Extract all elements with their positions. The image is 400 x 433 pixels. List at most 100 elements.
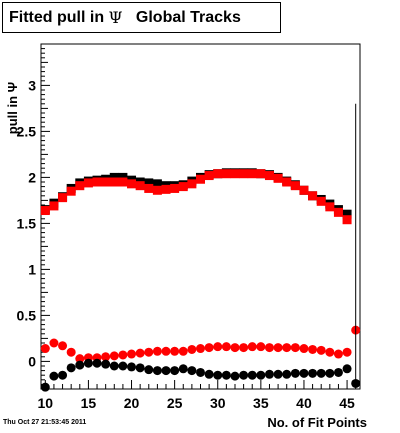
data-point-square <box>264 171 274 181</box>
data-point-circle <box>49 338 59 348</box>
data-point-circle <box>66 363 76 373</box>
data-point-circle <box>239 343 249 353</box>
x-tick-label: 10 <box>38 395 54 411</box>
data-point-circle <box>127 362 137 372</box>
data-point-circle <box>101 359 111 369</box>
data-point-square <box>196 174 205 184</box>
data-point-circle <box>256 370 266 380</box>
data-point-circle <box>204 369 214 379</box>
data-point-circle <box>273 369 283 379</box>
data-point-circle <box>118 350 128 360</box>
y-axis-title: pull in Ψ <box>5 82 20 134</box>
data-point-circle <box>152 346 162 356</box>
data-point-circle <box>316 368 326 378</box>
data-point-circle <box>239 370 249 380</box>
data-point-circle <box>101 352 111 362</box>
data-point-square <box>273 173 283 183</box>
data-point-square <box>144 183 154 193</box>
data-point-circle <box>247 342 257 352</box>
data-point-square <box>290 181 300 191</box>
data-point-circle <box>273 343 283 353</box>
data-point-circle <box>299 344 309 354</box>
data-point-square <box>170 183 180 193</box>
chart-title-suffix: Global Tracks <box>122 8 241 26</box>
x-axis-title: No. of Fit Points <box>267 415 367 430</box>
y-tick-label: 2 <box>28 169 36 185</box>
y-tick-label: 2.5 <box>17 123 37 139</box>
data-point-square <box>187 179 197 189</box>
data-point-circle <box>170 346 180 356</box>
chart-title: Fitted pull in Ψ Global Tracks <box>2 2 281 33</box>
data-point-square <box>256 169 266 179</box>
data-point-square <box>342 209 352 219</box>
data-point-circle <box>213 342 223 352</box>
data-point-square <box>152 179 162 189</box>
data-point-square <box>325 202 335 212</box>
data-point-square <box>247 169 257 179</box>
data-point-circle <box>75 354 85 364</box>
data-point-circle <box>161 346 171 356</box>
data-point-square <box>230 169 240 179</box>
data-point-circle <box>144 347 154 357</box>
x-tick-label: 35 <box>253 395 269 411</box>
data-point-circle <box>308 368 318 378</box>
data-point-circle <box>152 366 162 376</box>
data-point-circle <box>230 371 240 381</box>
data-point-circle <box>196 344 205 354</box>
data-point-square <box>204 171 214 181</box>
data-point-square <box>299 185 309 195</box>
chart-title-prefix: Fitted pull in <box>9 8 109 26</box>
data-point-circle <box>92 358 102 368</box>
data-point-square <box>221 169 231 179</box>
data-point-square <box>308 191 318 201</box>
data-point-square <box>40 206 50 216</box>
data-point-circle <box>40 344 50 354</box>
data-point-square <box>333 207 343 217</box>
data-point-square <box>144 178 154 188</box>
data-point-circle <box>187 366 197 376</box>
data-point-circle <box>109 351 119 361</box>
data-point-circle <box>290 343 300 353</box>
data-point-square <box>178 182 188 192</box>
y-tick-label: 0 <box>28 353 36 369</box>
data-point-square <box>342 215 352 225</box>
data-point-circle <box>135 363 145 373</box>
data-point-circle <box>333 367 343 377</box>
data-point-circle <box>290 368 300 378</box>
data-point-circle <box>221 370 231 380</box>
data-point-circle <box>58 370 68 380</box>
data-point-square <box>49 201 59 211</box>
data-point-circle <box>178 364 188 374</box>
x-tick-label: 20 <box>124 395 140 411</box>
data-point-square <box>83 178 93 188</box>
data-point-circle <box>170 366 180 376</box>
data-point-circle <box>135 348 145 358</box>
data-point-circle <box>66 347 76 357</box>
data-point-circle <box>282 343 292 353</box>
data-point-circle <box>333 349 343 359</box>
data-point-circle <box>264 369 274 379</box>
x-tick-label: 45 <box>339 395 355 411</box>
x-tick-label: 25 <box>167 395 183 411</box>
x-tick-label: 40 <box>296 395 312 411</box>
data-point-square <box>152 185 162 195</box>
plot-frame <box>40 43 361 390</box>
data-point-circle <box>221 342 231 352</box>
data-point-circle <box>342 364 352 374</box>
data-point-square <box>58 193 68 203</box>
data-point-circle <box>256 342 266 352</box>
data-point-square <box>66 186 76 196</box>
data-point-square <box>239 169 249 179</box>
data-point-square <box>213 169 223 179</box>
data-point-square <box>118 172 128 182</box>
data-point-circle <box>109 361 119 371</box>
data-point-square <box>316 196 326 206</box>
data-point-square <box>135 181 145 191</box>
data-point-square <box>109 177 119 187</box>
data-point-circle <box>187 344 197 354</box>
data-point-square <box>109 172 119 182</box>
x-tick-label: 30 <box>210 395 226 411</box>
chart-title-greek: Ψ <box>108 8 123 27</box>
data-point-circle <box>196 367 205 377</box>
